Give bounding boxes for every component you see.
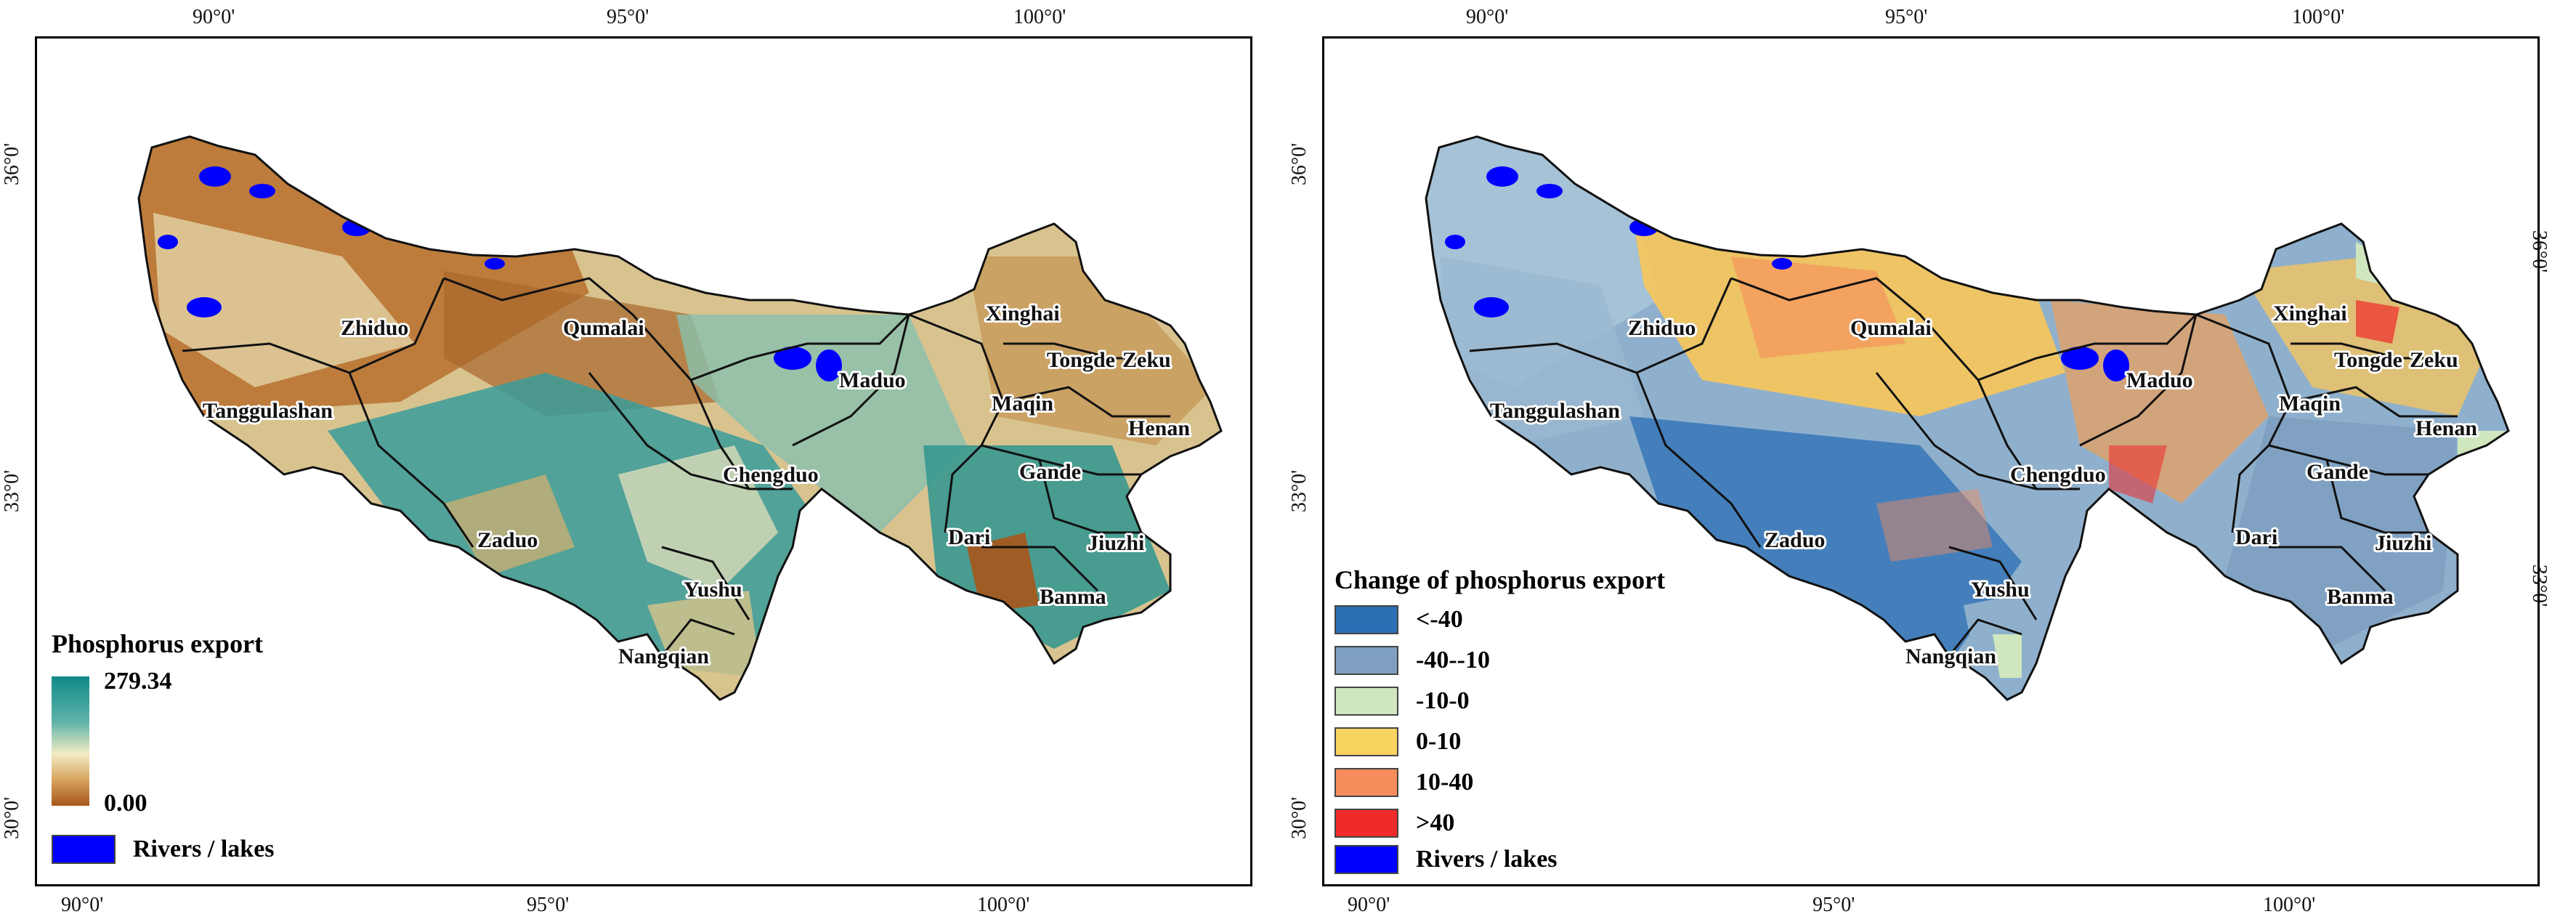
left-bottom-tick-100: 100°0' xyxy=(977,894,1030,916)
legend-class-label: 10-40 xyxy=(1416,769,1474,796)
legend-swatch xyxy=(1334,605,1398,634)
legend-title: Change of phosphorus export xyxy=(1334,565,1666,595)
legend-class-10-40: 10-40 xyxy=(1334,768,1473,797)
county-label-jiuzhi: Jiuzhi xyxy=(2375,531,2431,555)
left-top-tick-95: 95°0' xyxy=(607,6,649,28)
phosphorus-gradient-bar xyxy=(52,676,89,806)
right-left-lat-tick-36: 36°0' xyxy=(1288,142,1311,186)
legend-min-label: 0.00 xyxy=(104,790,147,817)
county-label-tanggulashan: Tanggulashan xyxy=(1490,399,1620,423)
county-label-henan: Henan xyxy=(2415,416,2477,440)
legend-class-label: >40 xyxy=(1416,809,1455,836)
county-label-maqin: Maqin xyxy=(2279,392,2341,416)
county-label-jiuzhi: Jiuzhi xyxy=(1087,531,1144,555)
county-label-zaduo: Zaduo xyxy=(1765,528,1825,552)
right-bottom-tick-95: 95°0' xyxy=(1812,894,1855,916)
left-lat-tick-30: 30°0' xyxy=(1,796,24,840)
county-label-gande: Gande xyxy=(2306,460,2368,484)
county-label-gande: Gande xyxy=(1019,460,1081,484)
left-lat-tick-36: 36°0' xyxy=(1,142,24,186)
county-label-henan: Henan xyxy=(1128,416,1190,440)
phosphorus-change-map: Zhiduo Qumalai Xinghai Tongde Zeku Tangg… xyxy=(1322,36,2540,886)
county-label-xinghai: Xinghai xyxy=(2273,302,2347,325)
map-canvas: Zhiduo Qumalai Xinghai Tongde Zeku Tangg… xyxy=(52,135,1223,806)
right-top-tick-90: 90°0' xyxy=(1466,6,1509,28)
county-label-banma: Banma xyxy=(1040,585,1106,609)
county-label-maqin: Maqin xyxy=(992,392,1053,416)
rivers-lakes-label: Rivers / lakes xyxy=(133,836,275,862)
legend-class-label: <-40 xyxy=(1416,606,1463,633)
legend-class-minus40-minus10: -40--10 xyxy=(1334,646,1490,675)
county-label-banma: Banma xyxy=(2327,585,2394,609)
map-canvas: Zhiduo Qumalai Xinghai Tongde Zeku Tangg… xyxy=(1425,135,2510,701)
county-label-tanggulashan: Tanggulashan xyxy=(203,399,333,423)
legend-class-lt-minus40: <-40 xyxy=(1334,605,1463,634)
legend-swatch xyxy=(1334,809,1398,838)
right-left-lat-tick-30: 30°0' xyxy=(1288,796,1311,840)
county-label-maduo: Maduo xyxy=(2126,368,2193,392)
rivers-lakes-swatch xyxy=(52,835,116,864)
county-label-dari: Dari xyxy=(948,525,990,549)
county-label-yushu: Yushu xyxy=(1971,578,2030,602)
legend-rivers-lakes: Rivers / lakes xyxy=(1334,845,1558,874)
legend-swatch xyxy=(1334,646,1398,675)
county-label-tongde: Tongde xyxy=(2334,348,2402,372)
county-label-qumalai: Qumalai xyxy=(563,316,644,340)
legend-swatch xyxy=(1334,768,1398,797)
county-label-xinghai: Xinghai xyxy=(986,302,1060,325)
right-top-tick-95: 95°0' xyxy=(1885,6,1928,28)
county-label-zhiduo: Zhiduo xyxy=(341,316,408,340)
county-label-dari: Dari xyxy=(2235,525,2277,549)
phosphorus-export-map: Zhiduo Qumalai Xinghai Tongde Zeku Tangg… xyxy=(35,36,1252,886)
county-label-zaduo: Zaduo xyxy=(477,528,538,552)
right-left-lat-tick-33: 33°0' xyxy=(1288,469,1311,513)
legend-class-label: -10-0 xyxy=(1416,687,1470,714)
right-top-tick-100: 100°0' xyxy=(2292,6,2345,28)
right-bottom-tick-90: 90°0' xyxy=(1348,894,1390,916)
county-label-tongde: Tongde xyxy=(1047,348,1115,372)
county-label-nangqian: Nangqian xyxy=(1905,644,1996,668)
legend-class-gt40: >40 xyxy=(1334,809,1454,838)
county-label-chengduo: Chengduo xyxy=(2010,463,2106,487)
county-label-zeku: Zeku xyxy=(2410,348,2458,372)
county-label-yushu: Yushu xyxy=(684,578,742,602)
county-label-maduo: Maduo xyxy=(839,368,906,392)
county-label-chengduo: Chengduo xyxy=(723,463,819,487)
left-bottom-tick-90: 90°0' xyxy=(61,894,104,916)
rivers-lakes-swatch xyxy=(1334,845,1398,874)
legend-class-label: 0-10 xyxy=(1416,728,1462,755)
legend-title: Phosphorus export xyxy=(52,628,264,659)
legend-class-0-10: 0-10 xyxy=(1334,727,1461,756)
county-label-nangqian: Nangqian xyxy=(618,644,709,668)
legend-class-label: -40--10 xyxy=(1416,647,1490,674)
legend-rivers-lakes: Rivers / lakes xyxy=(52,835,275,864)
legend-swatch xyxy=(1334,727,1398,756)
left-bottom-tick-95: 95°0' xyxy=(527,894,570,916)
county-label-zhiduo: Zhiduo xyxy=(1628,316,1696,340)
left-top-tick-90: 90°0' xyxy=(193,6,235,28)
legend-class-minus10-0: -10-0 xyxy=(1334,687,1470,716)
county-label-qumalai: Qumalai xyxy=(1850,316,1932,340)
left-top-tick-100: 100°0' xyxy=(1013,6,1066,28)
left-lat-tick-33: 33°0' xyxy=(1,469,24,513)
right-bottom-tick-100: 100°0' xyxy=(2263,894,2316,916)
legend-max-label: 279.34 xyxy=(104,668,172,695)
right-right-lat-tick-36: 36°0' xyxy=(2528,230,2551,273)
county-label-zeku: Zeku xyxy=(1122,348,1171,372)
legend-swatch xyxy=(1334,687,1398,716)
right-right-lat-tick-33: 33°0' xyxy=(2528,564,2551,607)
rivers-lakes-label: Rivers / lakes xyxy=(1416,846,1558,873)
